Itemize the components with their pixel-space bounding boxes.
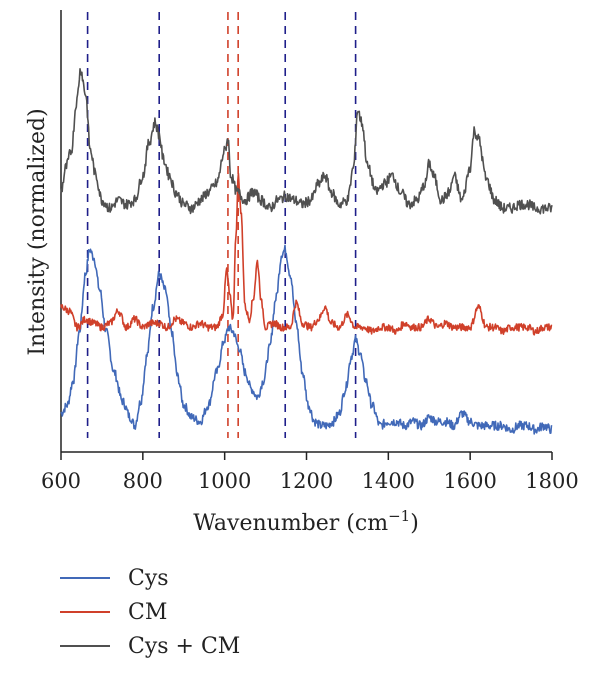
x-tick-label: 800 <box>123 469 163 493</box>
series-line-cys-cm <box>60 68 553 215</box>
x-tick-label: 1600 <box>443 469 496 493</box>
legend-label: Cys <box>128 566 169 591</box>
legend-label: Cys + CM <box>128 634 240 659</box>
x-ticks: 600 800 1000 1200 1400 1600 1800 <box>41 452 579 493</box>
series-line-cm <box>60 172 553 336</box>
y-axis-label: Intensity (normalized) <box>25 108 50 355</box>
x-axis-label-main: Wavenumber (cm <box>193 511 388 536</box>
x-tick-label: 600 <box>41 469 81 493</box>
legend-label: CM <box>128 600 167 625</box>
x-tick-label: 1000 <box>198 469 251 493</box>
x-axis-label-sup: −1 <box>388 507 410 525</box>
x-tick-label: 1200 <box>280 469 333 493</box>
reference-lines <box>86 12 357 438</box>
legend: Cys CM Cys + CM <box>60 566 240 659</box>
x-tick-label: 1400 <box>362 469 415 493</box>
x-tick-label: 1800 <box>525 469 578 493</box>
series-line-cys <box>60 244 553 435</box>
x-axis-label-tail: ) <box>410 511 419 536</box>
x-axis-label: Wavenumber (cm−1) <box>193 507 419 536</box>
series-layer <box>60 68 553 435</box>
